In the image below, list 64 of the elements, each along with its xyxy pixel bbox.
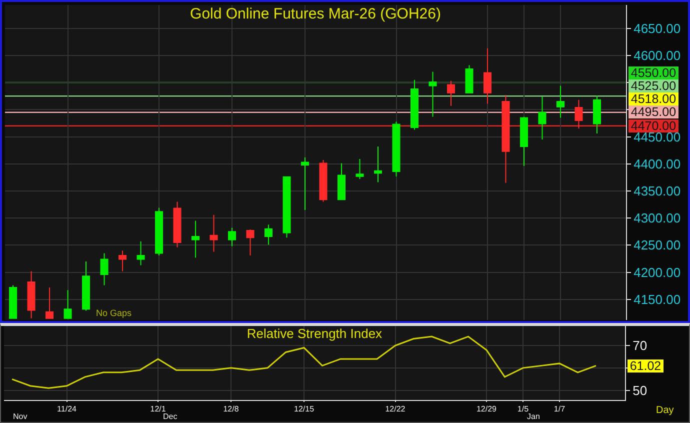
candlestick (282, 176, 291, 238)
candlestick (136, 240, 145, 266)
y-tick-label: 4650.00 (634, 20, 681, 36)
ref-line-label: 4525.00 (630, 79, 676, 93)
candlestick (155, 207, 164, 256)
y-tick-label: 4300.00 (634, 210, 681, 226)
text: Day (656, 405, 674, 416)
x-tick-label: 11/24 (57, 404, 78, 414)
candlestick (337, 162, 346, 200)
x-tick-label: 12/15 (294, 404, 315, 414)
candlestick (392, 121, 400, 177)
candlestick (319, 160, 328, 202)
candlestick (446, 80, 456, 106)
candlestick (300, 156, 310, 210)
y-tick-label: 50 (632, 382, 648, 398)
x-tick-label: 12/22 (385, 404, 406, 414)
candlestick (9, 284, 18, 319)
candlestick (246, 228, 254, 256)
candlestick (173, 201, 182, 248)
x-tick-label: 1/7 (554, 404, 566, 414)
text: Nov (13, 412, 28, 421)
candlestick (64, 290, 72, 319)
candlestick (27, 270, 36, 319)
x-tick-label: 12/1 (150, 404, 166, 414)
chart-title: Gold Online Futures Mar-26 (GOH26) (190, 6, 441, 22)
y-tick-label: 4350.00 (634, 184, 681, 199)
text: Dec (163, 412, 178, 421)
candlestick (574, 99, 583, 130)
candlestick (46, 286, 54, 319)
text: 4518.00 (630, 92, 676, 106)
text: 61.02 (630, 359, 662, 373)
y-tick-label: 4200.00 (634, 264, 681, 280)
ref-line-label: 4550.00 (630, 66, 676, 80)
candlestick (100, 252, 108, 286)
candlestick (82, 260, 90, 312)
candlestick (264, 224, 273, 246)
candlestick (483, 48, 492, 104)
candlestick (192, 220, 200, 258)
chart-title: Relative Strength Index (246, 326, 383, 342)
candlestick (556, 85, 564, 118)
y-tick-label: 4400.00 (634, 156, 681, 172)
candlestick (118, 250, 127, 272)
candlestick (465, 64, 474, 94)
candlestick (538, 96, 546, 140)
ref-line-label: 4470.00 (630, 119, 676, 133)
y-tick-label: 4250.00 (634, 238, 681, 253)
text: Jan (527, 412, 540, 421)
candlestick (356, 158, 364, 180)
y-tick-label: 4150.00 (634, 292, 681, 307)
candlestick (592, 95, 601, 134)
annotation: No Gaps (96, 308, 132, 318)
x-tick-label: 12/29 (476, 404, 498, 414)
candlestick (210, 214, 218, 252)
candlestick (374, 146, 382, 183)
candlestick (228, 227, 236, 247)
candlestick (410, 79, 419, 130)
candlestick (428, 71, 437, 118)
x-tick-label: 12/8 (223, 404, 240, 414)
y-tick-label: 4600.00 (634, 48, 681, 63)
candlestick (502, 94, 510, 184)
x-tick-label: 1/5 (517, 404, 530, 414)
y-tick-label: 70 (632, 338, 648, 354)
ref-line-label: 4495.00 (630, 105, 676, 119)
candlestick (520, 116, 528, 167)
